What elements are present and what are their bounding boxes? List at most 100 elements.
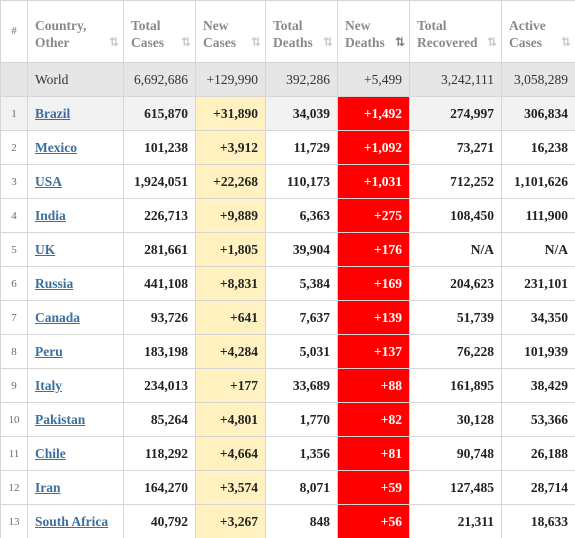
total-recovered-cell: 108,450	[409, 198, 502, 233]
country-cell: Brazil	[27, 96, 124, 131]
new-cases-cell: +4,664	[195, 436, 266, 471]
total-cases-cell: 441,108	[123, 266, 196, 301]
header-total-cases-line2: Cases	[131, 35, 164, 50]
header-total-cases[interactable]: Total Cases ⇅	[123, 0, 196, 63]
sort-icon[interactable]: ⇅	[322, 35, 333, 49]
header-row: # Country, Other ⇅ Total Cases ⇅ New Cas…	[0, 0, 575, 63]
country-link[interactable]: South Africa	[35, 513, 109, 529]
total-recovered-cell: 127,485	[409, 470, 502, 505]
country-link[interactable]: USA	[35, 173, 63, 189]
sort-icon[interactable]: ⇅	[250, 35, 261, 49]
country-link[interactable]: Brazil	[35, 105, 71, 121]
country-link[interactable]: Italy	[35, 377, 62, 393]
header-country[interactable]: Country, Other ⇅	[27, 0, 124, 63]
country-link[interactable]: Peru	[35, 343, 63, 359]
header-new-cases[interactable]: New Cases ⇅	[195, 0, 266, 63]
active-cases-cell: 16,238	[501, 130, 575, 165]
total-cases-cell: 615,870	[123, 96, 196, 131]
new-deaths-cell: +81	[337, 436, 410, 471]
total-cases-cell: 93,726	[123, 300, 196, 335]
total-deaths-cell: 8,071	[265, 470, 338, 505]
header-total-deaths-line1: Total	[273, 18, 303, 33]
total-cases-cell: 1,924,051	[123, 164, 196, 199]
country-cell: Italy	[27, 368, 124, 403]
total-recovered-cell: 274,997	[409, 96, 502, 131]
sort-desc-icon[interactable]: ⇅	[394, 35, 405, 49]
header-rank: #	[0, 0, 28, 63]
header-active-cases[interactable]: Active Cases ⇅	[501, 0, 575, 63]
table-row: 6 Russia 441,108 +8,831 5,384 +169 204,623 231,…	[0, 266, 575, 301]
new-deaths-cell: +1,492	[337, 96, 410, 131]
table-row: 2 Mexico 101,238 +3,912 11,729 +1,092 73,271 16…	[0, 130, 575, 165]
new-deaths-cell: +56	[337, 504, 410, 538]
header-new-deaths[interactable]: New Deaths ⇅	[337, 0, 410, 63]
active-cases-cell: 38,429	[501, 368, 575, 403]
rank-cell: 8	[0, 334, 28, 369]
table-row: 13 South Africa 40,792 +3,267 848 +56 21,311 18…	[0, 504, 575, 538]
world-total-row: World 6,692,686 +129,990 392,286 +5,499 …	[0, 62, 575, 97]
table-row: 5 UK 281,661 +1,805 39,904 +176 N/A N/A	[0, 232, 575, 267]
total-cases-cell: 164,270	[123, 470, 196, 505]
active-cases-cell: 101,939	[501, 334, 575, 369]
country-cell: Mexico	[27, 130, 124, 165]
total-deaths-cell: 11,729	[265, 130, 338, 165]
sort-icon[interactable]: ⇅	[560, 35, 571, 49]
new-deaths-cell: +1,092	[337, 130, 410, 165]
world-rank-cell	[0, 62, 28, 97]
new-deaths-cell: +176	[337, 232, 410, 267]
total-cases-cell: 40,792	[123, 504, 196, 538]
country-link[interactable]: Chile	[35, 445, 66, 461]
header-new-deaths-line1: New	[345, 18, 371, 33]
world-new-deaths-cell: +5,499	[337, 62, 410, 97]
country-cell: Peru	[27, 334, 124, 369]
world-country-cell: World	[27, 62, 124, 97]
total-cases-cell: 85,264	[123, 402, 196, 437]
country-cell: India	[27, 198, 124, 233]
total-deaths-cell: 33,689	[265, 368, 338, 403]
country-link[interactable]: Mexico	[35, 139, 77, 155]
total-deaths-cell: 5,031	[265, 334, 338, 369]
rank-cell: 3	[0, 164, 28, 199]
header-total-deaths-line2: Deaths	[273, 35, 313, 50]
new-cases-cell: +4,801	[195, 402, 266, 437]
country-link[interactable]: India	[35, 207, 66, 223]
new-deaths-cell: +88	[337, 368, 410, 403]
total-deaths-cell: 1,770	[265, 402, 338, 437]
new-cases-cell: +31,890	[195, 96, 266, 131]
rank-cell: 13	[0, 504, 28, 538]
sort-icon[interactable]: ⇅	[180, 35, 191, 49]
header-rank-label: #	[11, 25, 17, 37]
total-recovered-cell: 90,748	[409, 436, 502, 471]
sort-icon[interactable]: ⇅	[108, 35, 119, 49]
country-link[interactable]: UK	[35, 241, 56, 257]
rank-cell: 10	[0, 402, 28, 437]
new-deaths-cell: +59	[337, 470, 410, 505]
header-total-deaths[interactable]: Total Deaths ⇅	[265, 0, 338, 63]
new-deaths-cell: +275	[337, 198, 410, 233]
header-total-recovered-line1: Total	[417, 18, 447, 33]
header-total-recovered[interactable]: Total Recovered ⇅	[409, 0, 502, 63]
total-recovered-cell: 161,895	[409, 368, 502, 403]
total-recovered-cell: 51,739	[409, 300, 502, 335]
country-link[interactable]: Russia	[35, 275, 74, 291]
country-link[interactable]: Iran	[35, 479, 61, 495]
table-row: 12 Iran 164,270 +3,574 8,071 +59 127,485 28,714	[0, 470, 575, 505]
country-link[interactable]: Pakistan	[35, 411, 86, 427]
total-cases-cell: 226,713	[123, 198, 196, 233]
country-link[interactable]: Canada	[35, 309, 81, 325]
table-row: 7 Canada 93,726 +641 7,637 +139 51,739 34,350	[0, 300, 575, 335]
world-new-cases-cell: +129,990	[195, 62, 266, 97]
new-cases-cell: +3,267	[195, 504, 266, 538]
sort-icon[interactable]: ⇅	[486, 35, 497, 49]
total-deaths-cell: 5,384	[265, 266, 338, 301]
world-total-deaths-cell: 392,286	[265, 62, 338, 97]
new-cases-cell: +3,912	[195, 130, 266, 165]
active-cases-cell: 34,350	[501, 300, 575, 335]
active-cases-cell: 111,900	[501, 198, 575, 233]
new-cases-cell: +8,831	[195, 266, 266, 301]
rank-cell: 6	[0, 266, 28, 301]
rank-cell: 11	[0, 436, 28, 471]
table-row: 8 Peru 183,198 +4,284 5,031 +137 76,228 101,939	[0, 334, 575, 369]
